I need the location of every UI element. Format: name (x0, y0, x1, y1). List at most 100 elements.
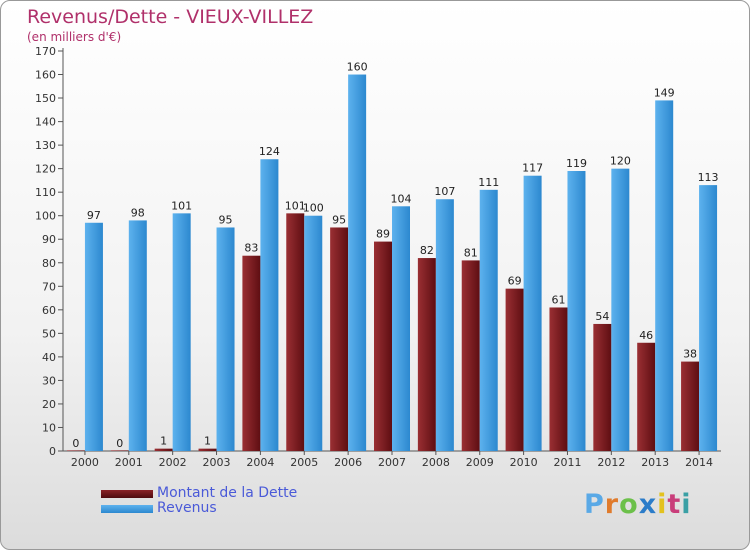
logo-letter: P (584, 489, 605, 520)
bar-dette (374, 241, 392, 451)
x-tick-label: 2002 (159, 456, 187, 469)
y-tick-label: 140 (35, 116, 56, 129)
x-tick-label: 2004 (246, 456, 274, 469)
x-tick-label: 2005 (290, 456, 318, 469)
legend-label-revenus: Revenus (157, 500, 217, 516)
bar-dette-value-label: 0 (116, 437, 123, 450)
bar-revenus (435, 199, 454, 451)
bar-revenus-value-label: 101 (171, 199, 192, 212)
bar-dette-value-label: 1 (160, 435, 167, 448)
bar-revenus-value-label: 97 (87, 209, 101, 222)
bar-revenus-value-label: 100 (303, 202, 324, 215)
bar-revenus (216, 227, 235, 451)
x-tick-label: 2003 (203, 456, 231, 469)
bar-dette-value-label: 83 (244, 242, 258, 255)
bar-revenus (611, 168, 630, 451)
bar-revenus-value-label: 124 (259, 145, 280, 158)
chart-title: Revenus/Dette - VIEUX-VILLEZ (27, 6, 314, 28)
legend-label-dette: Montant de la Dette (157, 485, 298, 501)
x-tick-label: 2013 (641, 456, 669, 469)
bar-dette (110, 450, 129, 451)
bar-dette-value-label: 89 (376, 228, 390, 241)
bar-dette (681, 361, 700, 451)
bar-dette (549, 307, 568, 451)
logo-letter: o (619, 489, 639, 520)
bar-revenus (348, 74, 367, 451)
x-tick-label: 2011 (553, 456, 581, 469)
bar-dette (417, 258, 436, 451)
x-tick-label: 2010 (510, 456, 538, 469)
logo-letter: i (681, 489, 692, 520)
bar-revenus-value-label: 104 (391, 192, 412, 205)
bar-revenus-value-label: 119 (566, 157, 587, 170)
y-tick-label: 160 (35, 69, 56, 82)
y-tick-label: 10 (42, 421, 56, 434)
bar-dette-value-label: 95 (332, 213, 346, 226)
bar-revenus-value-label: 113 (698, 171, 719, 184)
bar-revenus (84, 222, 103, 451)
bar-revenus (655, 100, 674, 451)
bar-dette-value-label: 54 (595, 310, 609, 323)
bar-revenus-value-label: 120 (610, 155, 631, 168)
x-tick-label: 2006 (334, 456, 362, 469)
x-tick-label: 2012 (597, 456, 625, 469)
y-tick-label: 0 (49, 445, 56, 458)
bar-dette (154, 448, 173, 451)
bar-revenus (128, 220, 147, 451)
legend-item-revenus: Revenus (101, 501, 297, 516)
y-tick-label: 100 (35, 210, 56, 223)
legend-item-dette: Montant de la Dette (101, 486, 297, 501)
bar-dette-value-label: 1 (204, 435, 211, 448)
bar-dette-value-label: 82 (420, 244, 434, 257)
bar-revenus (699, 185, 718, 451)
logo-letter: r (604, 489, 620, 520)
bar-dette (286, 213, 305, 451)
bar-dette (461, 260, 480, 451)
legend: Montant de la Dette Revenus (101, 486, 297, 516)
x-tick-label: 2000 (71, 456, 99, 469)
x-tick-label: 2008 (422, 456, 450, 469)
bar-revenus (567, 171, 586, 451)
logo-letter: t (667, 489, 682, 520)
logo-letter: x (638, 489, 658, 520)
bar-dette-value-label: 38 (683, 348, 697, 361)
y-tick-label: 90 (42, 233, 56, 246)
bar-dette (593, 323, 612, 451)
bar-revenus (304, 215, 323, 451)
bar-revenus (479, 189, 498, 451)
x-tick-label: 2009 (466, 456, 494, 469)
proxiti-logo: Proxiti (584, 489, 692, 520)
bar-dette (242, 255, 261, 451)
legend-swatch-revenus (101, 504, 153, 513)
y-tick-label: 20 (42, 398, 56, 411)
bar-dette-value-label: 69 (508, 275, 522, 288)
y-tick-label: 120 (35, 163, 56, 176)
bar-dette-value-label: 46 (639, 329, 653, 342)
legend-swatch-dette (101, 489, 153, 498)
bar-revenus-value-label: 149 (654, 86, 675, 99)
bar-revenus-value-label: 95 (219, 213, 233, 226)
chart-subtitle: (en milliers d'€) (27, 30, 122, 44)
bar-dette (330, 227, 349, 451)
y-tick-label: 50 (42, 327, 56, 340)
bar-revenus-value-label: 107 (434, 185, 455, 198)
y-tick-label: 150 (35, 92, 56, 105)
bar-dette (66, 450, 85, 451)
bar-dette-value-label: 81 (464, 246, 478, 259)
bar-revenus (172, 213, 191, 451)
bar-revenus-value-label: 111 (478, 176, 499, 189)
y-tick-label: 130 (35, 139, 56, 152)
y-tick-label: 80 (42, 257, 56, 270)
y-tick-label: 70 (42, 280, 56, 293)
bar-revenus (523, 175, 542, 452)
bar-chart: 0102030405060708090100110120130140150160… (35, 45, 721, 469)
bar-dette-value-label: 0 (72, 437, 79, 450)
bar-revenus-value-label: 117 (522, 162, 543, 175)
bar-dette-value-label: 101 (285, 199, 306, 212)
bar-dette-value-label: 61 (551, 293, 565, 306)
x-tick-label: 2007 (378, 456, 406, 469)
bar-revenus (392, 206, 410, 451)
logo-letter: i (657, 489, 668, 520)
bar-dette (505, 288, 524, 451)
